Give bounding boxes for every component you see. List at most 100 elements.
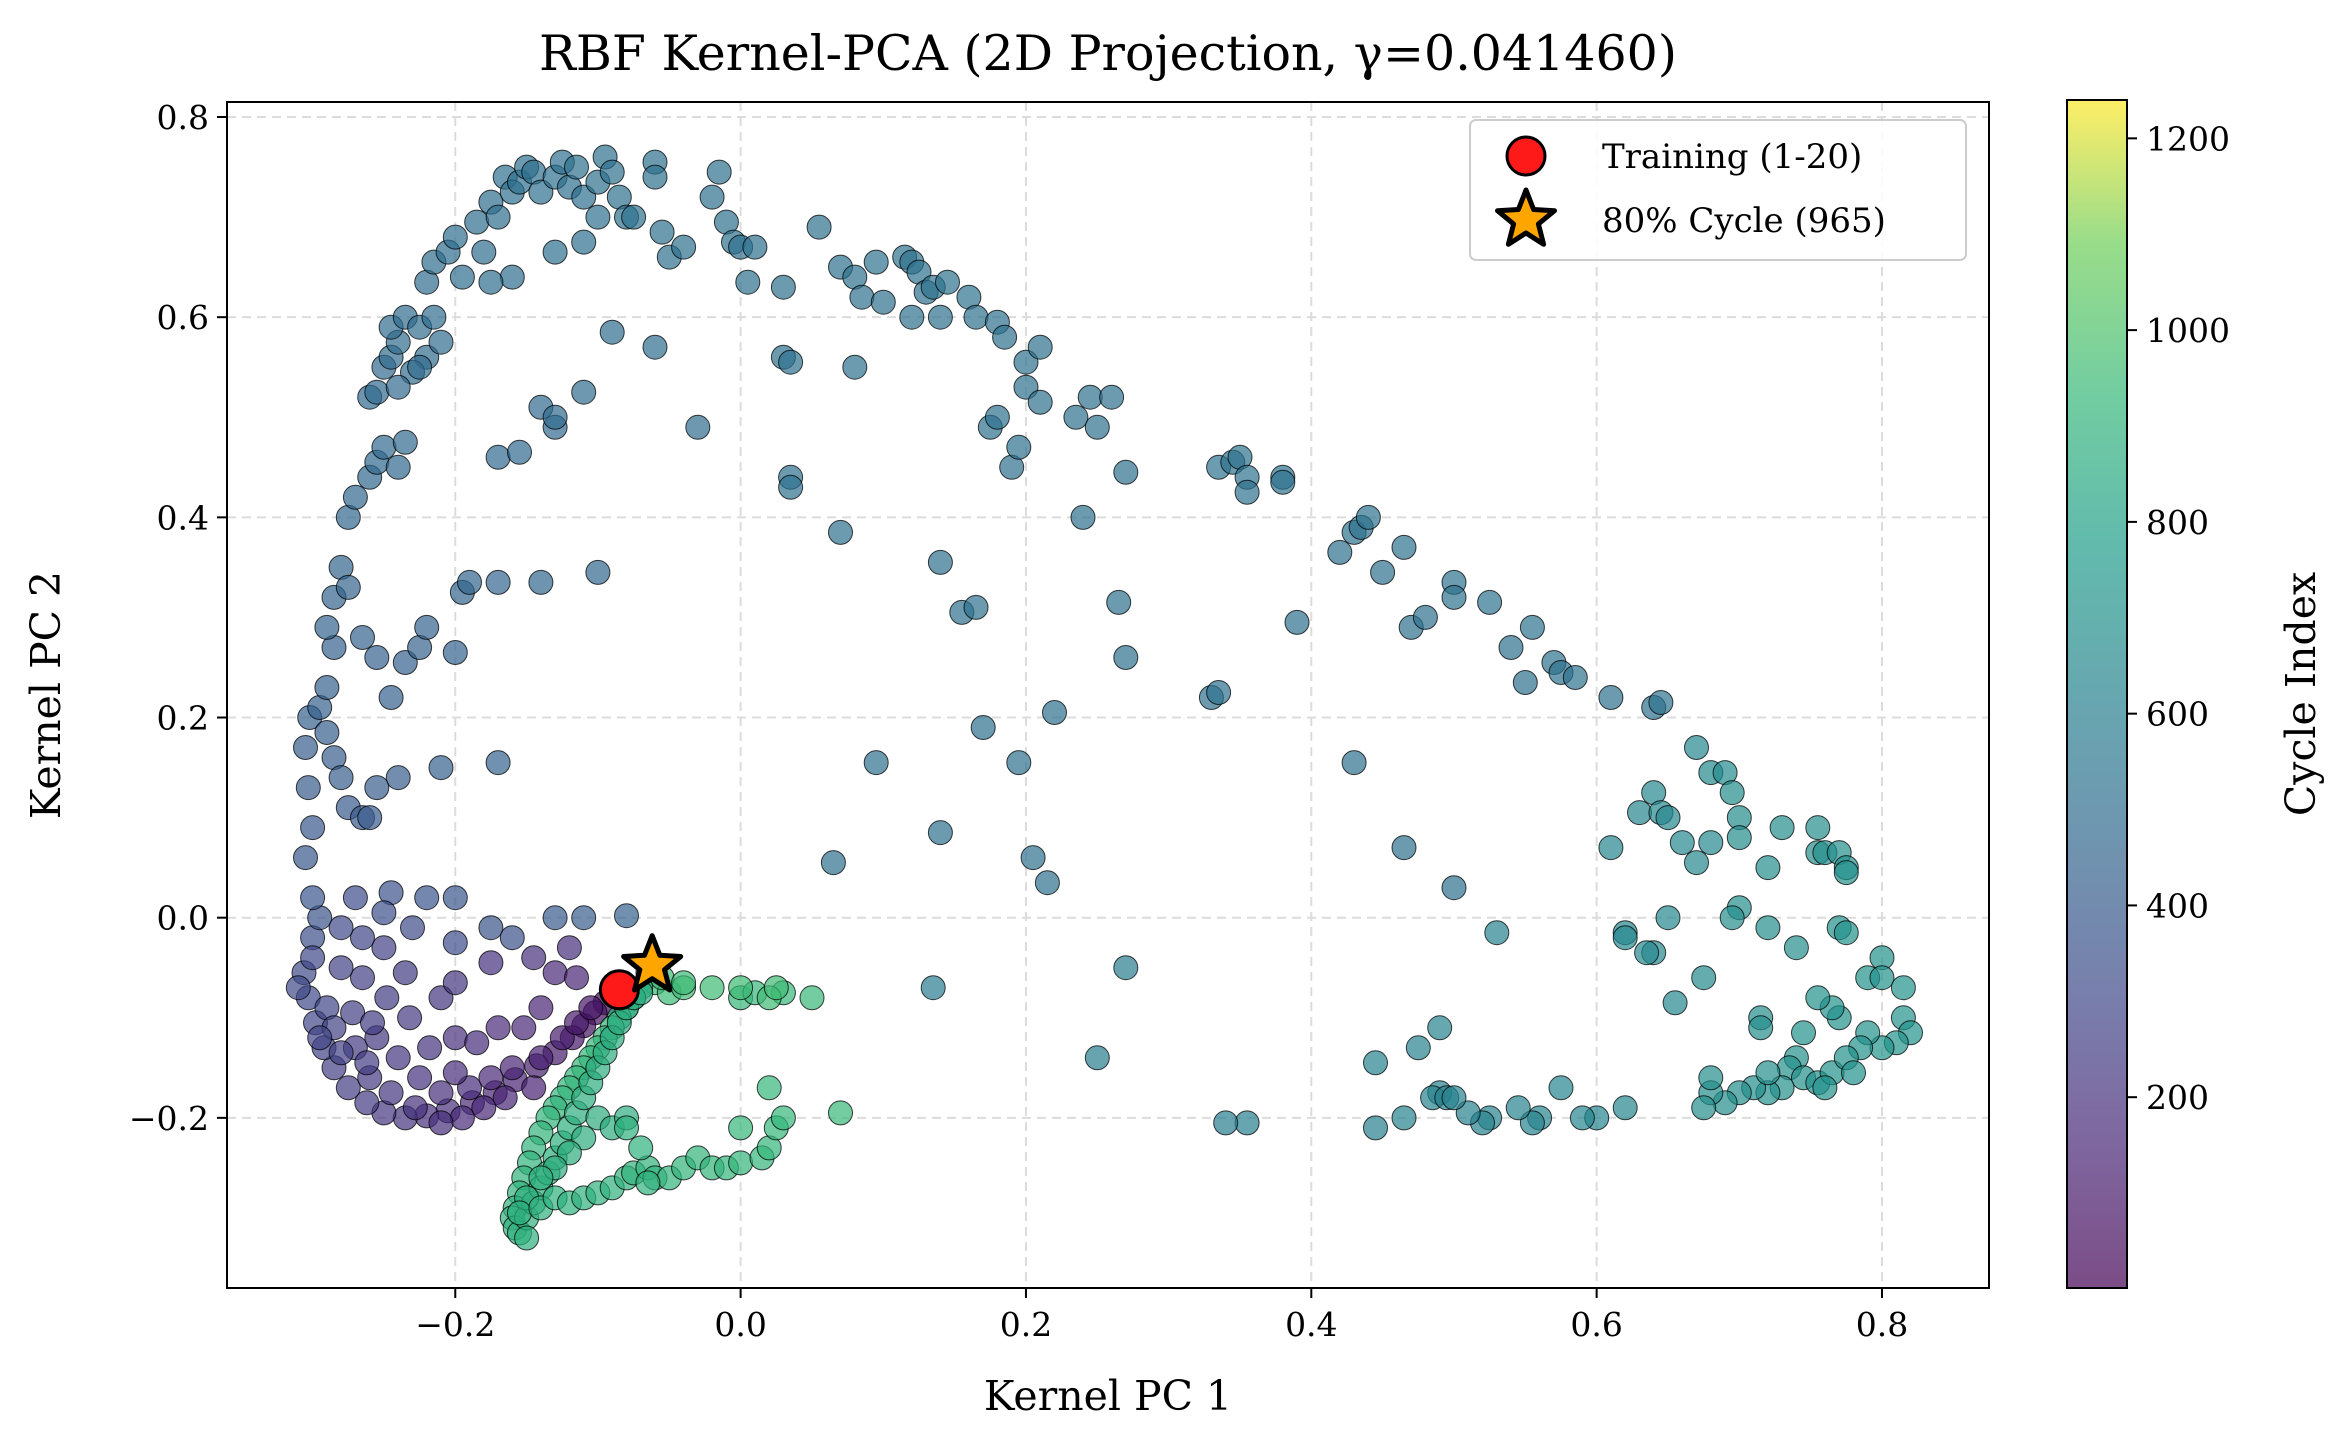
y-tick-label: 0.6 [157, 298, 209, 337]
data-point [364, 775, 390, 801]
data-point [806, 214, 832, 240]
y-tick-label: 0.8 [157, 98, 209, 137]
data-point [400, 915, 425, 941]
data-point [428, 329, 454, 355]
data-point [571, 229, 597, 255]
data-point [285, 975, 311, 1001]
data-point [1512, 670, 1538, 695]
legend-training-marker [1505, 135, 1547, 177]
colorbar: 200 400 600 800 1000 1200 Cycle Index [2066, 99, 2325, 1289]
data-point [1669, 830, 1695, 856]
data-point [1213, 1110, 1239, 1136]
data-point [1719, 780, 1745, 806]
data-point [963, 304, 989, 330]
x-axis-ticks: −0.2 0.0 0.2 0.4 0.6 0.8 [415, 1288, 1908, 1344]
data-point [354, 1050, 380, 1076]
data-point [442, 885, 468, 911]
data-point [599, 159, 625, 185]
data-point [478, 950, 504, 976]
data-point [1370, 559, 1396, 585]
data-point [414, 885, 440, 911]
data-point [699, 184, 725, 210]
colorbar-label: Cycle Index [2277, 572, 2325, 816]
grid-lines [227, 102, 1989, 1288]
x-tick-label: −0.2 [415, 1305, 495, 1344]
data-point [335, 574, 361, 600]
data-point [428, 1110, 454, 1136]
data-point [1648, 690, 1674, 715]
data-point [1548, 1075, 1574, 1101]
data-point [521, 1075, 547, 1101]
data-point [571, 379, 597, 405]
data-point [649, 219, 675, 245]
data-point [485, 204, 511, 230]
data-point [1084, 414, 1110, 440]
data-point [556, 935, 582, 961]
data-points [285, 144, 1923, 1251]
data-point [842, 354, 868, 380]
x-tick-label: 0.6 [1570, 1305, 1622, 1344]
data-point [300, 885, 326, 911]
data-point [364, 645, 390, 670]
data-point [364, 379, 390, 405]
data-point [671, 970, 697, 996]
data-point [442, 1060, 468, 1086]
data-point [1562, 665, 1588, 690]
data-point [385, 1045, 411, 1071]
data-point [1441, 875, 1467, 901]
data-point [542, 905, 568, 931]
colorbar-tick-label: 200 [2146, 1078, 2209, 1117]
data-point [442, 970, 468, 996]
data-point [1063, 404, 1089, 430]
data-point [485, 444, 511, 470]
data-point [328, 765, 354, 791]
data-point [328, 915, 354, 941]
colorbar-ticks: 200 400 600 800 1000 1200 [2127, 119, 2230, 1117]
data-point [521, 945, 547, 971]
data-point [699, 975, 725, 1001]
data-point [371, 434, 397, 460]
data-point [1084, 1045, 1110, 1071]
data-point [1726, 825, 1752, 851]
legend-star-label: 80% Cycle (965) [1602, 201, 1886, 241]
data-point [642, 334, 668, 360]
data-point [314, 675, 340, 700]
data-point [899, 304, 925, 330]
data-point [478, 915, 504, 941]
data-point [1634, 940, 1660, 966]
data-point [1484, 920, 1510, 946]
data-point [1020, 845, 1046, 871]
data-point [1427, 1015, 1453, 1041]
data-point [1206, 680, 1232, 705]
data-point [417, 1035, 443, 1061]
data-point [293, 735, 318, 760]
data-point [935, 269, 960, 295]
data-point [378, 685, 404, 710]
data-point [485, 1015, 511, 1041]
data-point [378, 1080, 404, 1106]
data-point [350, 625, 375, 650]
data-point [1391, 1105, 1417, 1131]
data-point [870, 289, 896, 315]
data-point [478, 1065, 504, 1091]
data-point [927, 820, 953, 846]
data-point [1684, 735, 1709, 760]
data-point [1113, 645, 1139, 670]
data-point [1027, 389, 1053, 415]
data-point [742, 234, 768, 260]
data-point [1662, 990, 1688, 1016]
data-point [1113, 459, 1139, 485]
data-point [1327, 539, 1353, 565]
data-point [778, 474, 804, 500]
legend-training-label: Training (1-20) [1602, 137, 1862, 177]
data-point [984, 404, 1010, 430]
data-point [1077, 384, 1103, 410]
data-point [1355, 504, 1381, 530]
data-point [763, 975, 789, 1001]
data-point [385, 374, 411, 400]
data-point [578, 995, 604, 1021]
data-point [1341, 750, 1367, 776]
data-point [485, 750, 511, 776]
data-point [1755, 855, 1781, 881]
